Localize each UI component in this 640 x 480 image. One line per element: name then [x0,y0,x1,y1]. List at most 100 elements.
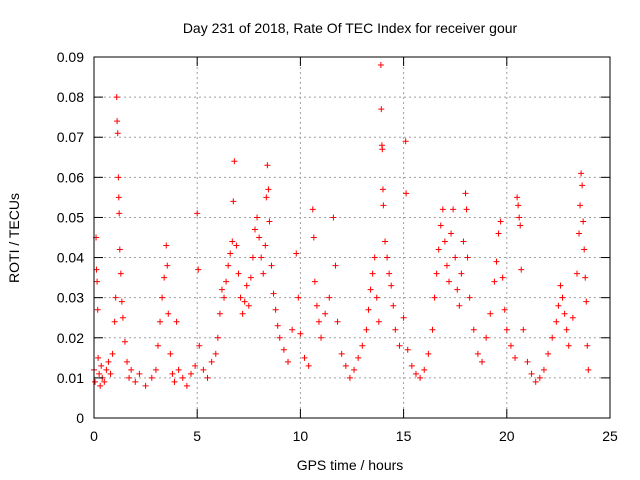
data-point [218,286,225,293]
data-point [403,190,410,197]
data-point [367,286,374,293]
data-point [563,326,570,333]
data-point [448,230,455,237]
data-point [545,350,552,357]
data-point [194,210,201,217]
data-point [239,310,246,317]
data-point [429,326,436,333]
data-point [117,270,124,277]
y-tick-label: 0 [76,410,84,426]
data-point [371,254,378,261]
data-point [569,314,576,321]
data-point [237,294,244,301]
data-point [169,370,176,377]
data-point [470,326,477,333]
y-axis-label: ROTI / TECUs [6,193,22,283]
data-point [408,362,415,369]
x-tick-label: 10 [293,428,309,444]
data-point [375,318,382,325]
data-point [495,230,502,237]
data-point [313,302,320,309]
data-point [121,338,128,345]
data-point [97,382,104,389]
data-points [91,62,592,389]
data-point [512,354,519,361]
data-point [507,342,514,349]
data-point [437,222,444,229]
data-point [487,310,494,317]
data-point [293,250,300,257]
data-point [95,354,102,361]
data-point [532,378,539,385]
data-point [462,190,469,197]
data-point [256,234,263,241]
data-point [518,266,525,273]
data-point [305,362,312,369]
data-point [326,294,333,301]
data-point [417,374,424,381]
data-point [270,290,277,297]
data-point [274,322,281,329]
data-point [404,346,411,353]
data-point [499,274,506,281]
data-point [581,246,588,253]
data-point [377,62,384,69]
data-point [433,270,440,277]
data-point [359,342,366,349]
data-point [183,382,190,389]
data-point [272,306,279,313]
data-point [520,326,527,333]
data-point [351,366,358,373]
data-point [163,242,170,249]
data-point [229,238,236,245]
data-point [265,186,272,193]
x-axis-label: GPS time / hours [297,457,404,473]
data-point [466,294,473,301]
data-point [221,294,228,301]
data-point [355,354,362,361]
data-point [501,306,508,313]
data-point [582,274,589,281]
data-point [165,310,172,317]
data-point [322,310,329,317]
data-point [124,358,131,365]
data-point [115,174,122,181]
data-point [118,298,125,305]
data-point [94,306,101,313]
data-point [584,342,591,349]
data-point [402,138,409,145]
data-point [503,326,510,333]
data-point [479,358,486,365]
data-point [346,374,353,381]
data-point [289,326,296,333]
data-point [379,186,386,193]
x-tick-label: 25 [602,428,618,444]
data-point [483,334,490,341]
data-point [379,146,386,153]
data-point [233,242,240,249]
data-point [107,370,114,377]
data-point [297,330,304,337]
data-point [396,342,403,349]
data-point [136,370,143,377]
data-point [441,238,448,245]
data-point [214,334,221,341]
data-point [579,182,586,189]
data-point [573,270,580,277]
data-point [384,254,391,261]
data-point [126,374,133,381]
data-point [119,314,126,321]
data-point [243,282,250,289]
data-point [96,370,103,377]
data-point [148,374,155,381]
data-point [454,286,461,293]
data-point [561,310,568,317]
data-point [559,294,566,301]
data-point [514,194,521,201]
data-point [223,278,230,285]
data-point [524,358,531,365]
data-point [103,366,110,373]
data-point [254,214,261,221]
data-point [231,158,238,165]
data-point [390,302,397,309]
